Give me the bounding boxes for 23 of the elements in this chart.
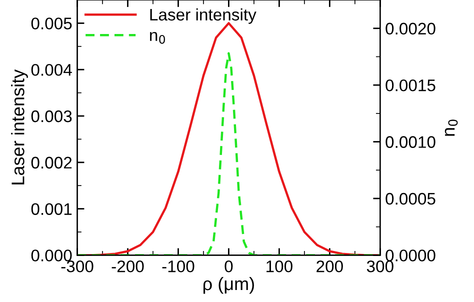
legend-label: Laser intensity bbox=[150, 8, 256, 24]
legend-label: n$_{0}$ bbox=[150, 32, 166, 44]
y2-tick-label: 0.0015 bbox=[386, 79, 436, 92]
y-tick-label: 0.003 bbox=[31, 110, 72, 122]
y-tick-label: 0.001 bbox=[31, 203, 72, 215]
y2-tick-label: 0.0000 bbox=[386, 250, 436, 262]
y-tick-label: 0.002 bbox=[31, 156, 72, 169]
y2-tick-label: 0.0010 bbox=[386, 136, 436, 148]
x-tick-label: -100 bbox=[162, 260, 194, 272]
y-axis-title: Laser intensity bbox=[11, 69, 28, 184]
y2-tick-label: 0.0005 bbox=[386, 192, 436, 205]
x-tick-label: 0 bbox=[224, 260, 233, 272]
x-tick-label: 100 bbox=[266, 260, 292, 272]
y2-axis-title: n$_{0}$ bbox=[444, 120, 458, 136]
x-tick-label: 300 bbox=[366, 260, 394, 272]
x-tick-label: 200 bbox=[316, 260, 343, 272]
x-tick-label: -300 bbox=[61, 260, 94, 272]
y2-tick-label: 0.0020 bbox=[386, 22, 436, 35]
y-tick-label: 0.005 bbox=[31, 18, 72, 30]
y-tick-label: 0.000 bbox=[31, 250, 72, 262]
y-tick-label: 0.004 bbox=[31, 64, 72, 76]
x-tick-label: -200 bbox=[112, 260, 144, 272]
x-axis-title: ρ (μm) bbox=[203, 276, 254, 294]
